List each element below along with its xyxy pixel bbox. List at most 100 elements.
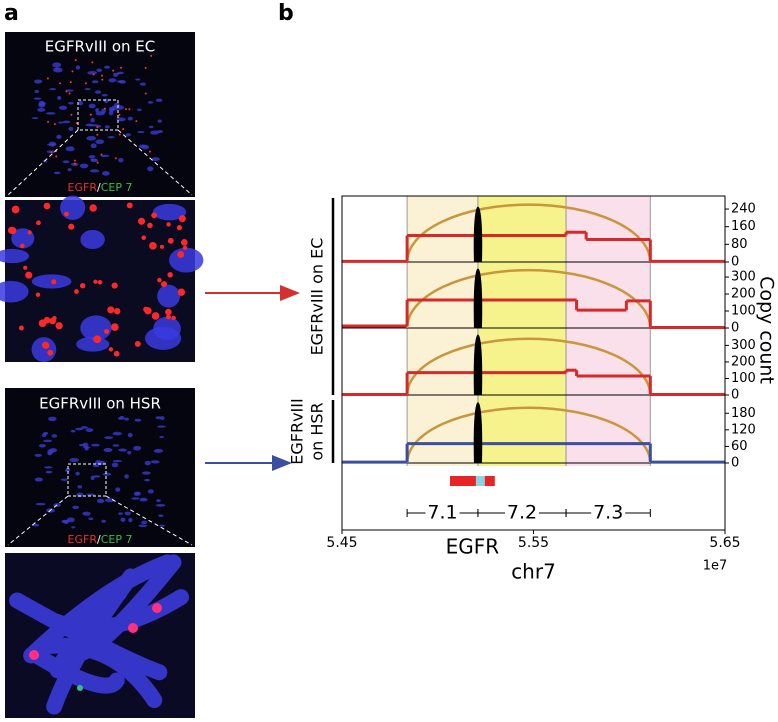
ec-signal bbox=[111, 323, 119, 331]
chromosome bbox=[41, 637, 163, 709]
chromosome bbox=[127, 432, 133, 438]
ec-signal bbox=[150, 54, 153, 57]
ec-signal bbox=[38, 319, 47, 328]
chromosome bbox=[157, 130, 164, 134]
ec-signal bbox=[89, 113, 92, 116]
ec-signal bbox=[43, 342, 50, 349]
band-label: 7.1 bbox=[427, 502, 457, 524]
image-title: EGFRvIII on EC bbox=[45, 38, 155, 56]
chromosome bbox=[101, 171, 110, 176]
chromosome bbox=[90, 143, 97, 149]
chromosome bbox=[127, 116, 133, 121]
nucleus bbox=[152, 203, 187, 221]
ec-signal bbox=[50, 151, 53, 154]
ec-signal bbox=[36, 220, 41, 226]
chromosome bbox=[48, 141, 57, 147]
chromosome bbox=[96, 68, 103, 72]
chromosome bbox=[65, 146, 75, 152]
ec-signal bbox=[96, 161, 99, 164]
chromosome bbox=[38, 443, 46, 448]
micrograph bbox=[5, 388, 195, 547]
chromosome bbox=[44, 466, 53, 469]
ec-signal bbox=[74, 59, 77, 62]
chromosome bbox=[118, 157, 124, 163]
chromosome bbox=[61, 519, 68, 524]
ec-signal bbox=[144, 92, 147, 95]
chromosome bbox=[33, 97, 42, 100]
hsr-signal bbox=[29, 650, 39, 660]
ec-signal bbox=[171, 315, 176, 321]
chromosome bbox=[108, 110, 114, 116]
coverage-spike bbox=[473, 334, 483, 395]
chromosome bbox=[151, 157, 160, 162]
chromosome bbox=[112, 459, 122, 463]
ec-signal bbox=[53, 123, 56, 126]
x-axis-label: chr7 bbox=[511, 560, 556, 584]
ec-signal bbox=[27, 230, 32, 235]
band-label: 7.3 bbox=[593, 502, 623, 524]
ec-signal bbox=[47, 120, 50, 123]
band-interval bbox=[565, 509, 651, 517]
chromosome bbox=[150, 130, 160, 135]
ec-signal bbox=[118, 113, 121, 116]
ec-signal bbox=[74, 289, 79, 294]
ec-signal bbox=[134, 340, 141, 347]
separator: / bbox=[97, 181, 101, 194]
control: CEP 7 bbox=[101, 181, 133, 194]
chromosome bbox=[100, 154, 110, 158]
y-tick-label: 0 bbox=[731, 321, 739, 336]
chromosome bbox=[147, 166, 154, 172]
ec-signal bbox=[46, 77, 49, 80]
chromosome bbox=[67, 102, 74, 105]
ec-signal bbox=[65, 90, 68, 93]
ec-signal bbox=[84, 82, 87, 85]
ec-signal bbox=[101, 78, 104, 81]
ec-signal bbox=[180, 239, 188, 246]
ec-signal bbox=[97, 280, 103, 285]
y-tick-label: 200 bbox=[731, 354, 756, 369]
ec-signal bbox=[43, 202, 51, 210]
chromosome bbox=[156, 499, 161, 503]
chromosome bbox=[125, 133, 132, 137]
group-label: EGFRvIII on EC bbox=[308, 238, 327, 356]
ec-signal bbox=[49, 317, 56, 325]
chromosome bbox=[104, 125, 110, 129]
panel-label: b bbox=[278, 1, 294, 26]
x-tick-label: 5.55 bbox=[518, 535, 549, 551]
coverage-spike bbox=[473, 268, 483, 328]
chromosome bbox=[124, 511, 131, 516]
chromosome bbox=[158, 514, 164, 518]
chromosome bbox=[136, 491, 141, 496]
chromosome bbox=[156, 425, 166, 428]
chromosome bbox=[57, 96, 62, 100]
chromosome bbox=[96, 498, 105, 504]
chromosome bbox=[72, 505, 79, 510]
chromosome bbox=[120, 517, 126, 522]
ec-signal bbox=[112, 69, 115, 72]
chromosome bbox=[75, 65, 81, 70]
chromosome bbox=[103, 447, 113, 453]
y-tick-label: 240 bbox=[731, 202, 756, 217]
ec-signal bbox=[73, 159, 76, 162]
chromosome bbox=[111, 462, 119, 468]
chromosome bbox=[144, 478, 150, 482]
ec-signal bbox=[157, 277, 162, 283]
chromosome bbox=[48, 416, 57, 422]
chromosome bbox=[103, 98, 109, 104]
nucleus bbox=[80, 229, 105, 250]
chromosome bbox=[117, 512, 124, 515]
chromosome bbox=[58, 105, 68, 110]
ec-signal bbox=[111, 282, 118, 289]
y-tick-label: 100 bbox=[731, 304, 756, 319]
y-tick-label: 300 bbox=[731, 270, 756, 285]
ec-signal bbox=[125, 108, 128, 111]
chromosome bbox=[58, 121, 64, 124]
nucleus bbox=[0, 248, 30, 264]
chromosome bbox=[124, 474, 129, 479]
chromosome bbox=[139, 497, 148, 502]
chromosome bbox=[135, 78, 141, 81]
x-offset-label: 1e7 bbox=[703, 559, 728, 574]
chromosome bbox=[155, 98, 163, 102]
ec-signal bbox=[96, 133, 99, 136]
